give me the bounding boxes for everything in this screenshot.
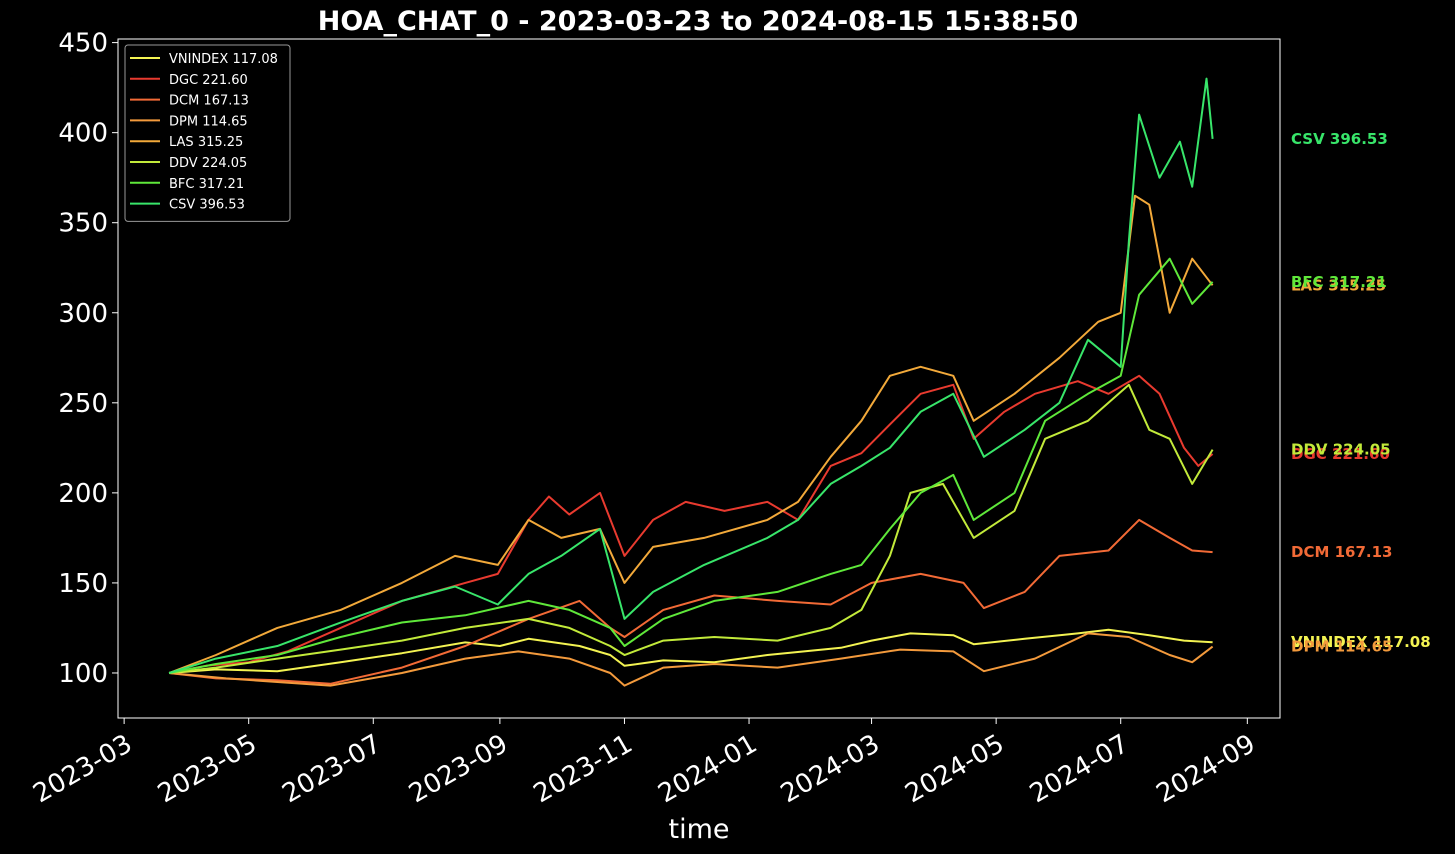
series-line-csv: [168, 77, 1214, 674]
y-tick-label: 250: [58, 389, 108, 419]
chart-title: HOA_CHAT_0 - 2023-03-23 to 2024-08-15 15…: [318, 6, 1079, 37]
legend-entry: DDV 224.05: [169, 156, 247, 171]
y-axis: 100 150 200 250 300 350 400 450: [58, 29, 118, 689]
legend-entry: DGC 221.60: [169, 73, 248, 88]
y-tick-label: 100: [58, 659, 108, 689]
series-line-las: [168, 194, 1214, 674]
plot-frame: [117, 38, 1281, 719]
series-line-ddv: [168, 383, 1214, 674]
end-label-dpm: DPM 114.65: [1291, 638, 1392, 656]
x-axis-label: time: [668, 814, 729, 845]
end-label-dgc: DGC 221.60: [1291, 445, 1390, 463]
end-label-vnindex: VNINDEX 117.08: [1291, 633, 1431, 651]
y-tick-label: 300: [58, 299, 108, 329]
y-tick-label: 150: [58, 569, 108, 599]
series-line-vnindex: [169, 628, 1213, 674]
legend-frame: [124, 44, 291, 222]
end-label-las: LAS 315.25: [1291, 276, 1386, 294]
legend-entry: VNINDEX 117.08: [169, 52, 278, 67]
y-tick-label: 450: [58, 29, 108, 59]
series-line-bfc: [168, 257, 1214, 674]
legend: VNINDEX 117.08 DGC 221.60 DCM 167.13 DPM 11…: [124, 44, 291, 222]
end-label-ddv: DDV 224.05: [1291, 441, 1391, 459]
end-label-csv: CSV 396.53: [1291, 130, 1388, 148]
series-line-dpm: [169, 632, 1214, 687]
legend-entry: CSV 396.53: [169, 198, 245, 213]
end-label-dcm: DCM 167.13: [1291, 543, 1393, 561]
legend-entry: DPM 114.65: [169, 114, 248, 129]
y-tick-label: 200: [58, 479, 108, 509]
legend-entry: DCM 167.13: [169, 94, 249, 109]
end-labels: VNINDEX 117.08 DGC 221.60 DCM 167.13 DPM 11…: [1291, 130, 1431, 656]
y-tick-label: 350: [58, 209, 108, 239]
plot-area: [117, 38, 1281, 719]
y-tick-label: 400: [58, 119, 108, 149]
legend-entry: LAS 315.25: [169, 135, 243, 150]
series-line-dcm: [168, 518, 1213, 685]
legend-entry: BFC 317.21: [169, 177, 244, 192]
series-layer: [168, 77, 1214, 687]
end-label-bfc: BFC 317.21: [1291, 273, 1387, 291]
